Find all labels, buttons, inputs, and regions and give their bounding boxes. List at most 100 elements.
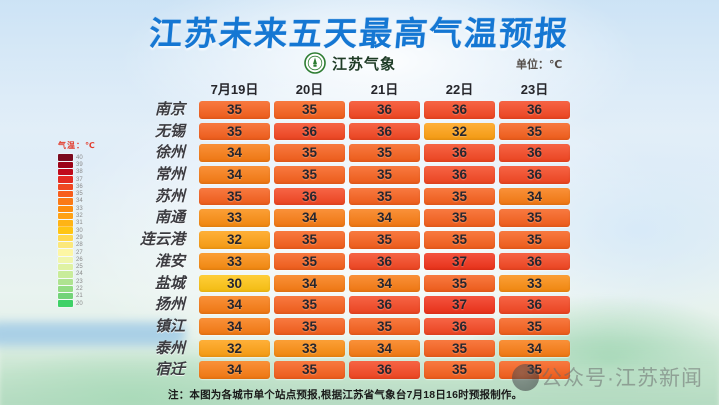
city-label: 盐城	[154, 274, 185, 292]
city-label: 徐州	[154, 144, 185, 162]
legend-value: 22	[76, 285, 83, 292]
temperature-cell: 35	[274, 317, 345, 336]
legend-swatch	[58, 256, 73, 263]
legend-item: 38	[58, 169, 96, 176]
temperature-cell: 35	[424, 209, 495, 227]
temperature-cell: 36	[349, 296, 420, 314]
city-label: 南通	[154, 209, 185, 227]
city-label: 镇江	[154, 317, 185, 335]
legend-swatch	[58, 263, 73, 271]
legend-swatch	[58, 227, 73, 234]
temperature-cell: 34	[199, 317, 270, 336]
temperature-cell: 36	[274, 187, 345, 206]
legend-item: 21	[58, 293, 96, 300]
temperature-cell: 35	[499, 231, 570, 249]
legend-value: 38	[76, 169, 83, 176]
brand-row: 江苏气象	[304, 52, 396, 74]
legend-value: 20	[76, 300, 83, 307]
watermark: 公众号·江苏新闻	[512, 362, 703, 392]
temperature-cell: 36	[499, 166, 570, 184]
temperature-cell: 35	[274, 166, 345, 184]
temperature-cell: 34	[199, 296, 270, 314]
legend-item: 31	[58, 220, 96, 227]
temperature-cell: 36	[499, 101, 570, 119]
temperature-cell: 35	[274, 101, 345, 119]
legend-swatch	[58, 183, 73, 191]
temperature-cell: 35	[349, 144, 420, 162]
temperature-cell: 34	[349, 339, 420, 358]
legend-value: 23	[76, 278, 83, 285]
temperature-cell: 34	[349, 209, 420, 227]
legend-swatch	[58, 278, 73, 285]
temperature-cell: 33	[499, 274, 570, 292]
legend-value: 28	[76, 242, 83, 249]
legend-item: 29	[58, 234, 96, 242]
temperature-cell: 36	[349, 361, 420, 379]
temperature-cell: 34	[199, 144, 270, 162]
legend-item: 39	[58, 161, 96, 169]
legend-swatch	[58, 198, 73, 205]
legend-swatch	[58, 154, 73, 161]
temperature-cell: 32	[199, 231, 270, 249]
temperature-cell: 33	[199, 252, 270, 271]
temperature-cell: 36	[424, 317, 495, 336]
legend-value: 25	[76, 264, 83, 271]
legend-item: 25	[58, 263, 96, 271]
table-body: 南京 35 35 36 36 36 无锡 35 36 36 32 35 徐州 34 35 35 36 36 常州 34…	[118, 101, 570, 379]
temperature-cell: 35	[349, 187, 420, 206]
temperature-cell: 34	[349, 274, 420, 292]
legend-value: 36	[76, 183, 83, 190]
temperature-cell: 35	[274, 252, 345, 271]
legend-colorbar: 40 39 38 37 36 35 34 33 32 31 30 29 28 27 26 25 24 23 22 21…	[58, 154, 96, 307]
temperature-cell: 35	[424, 274, 495, 292]
watermark-text: 公众号·江苏新闻	[541, 367, 703, 390]
temperature-cell: 35	[499, 209, 570, 227]
temperature-cell: 37	[424, 252, 495, 271]
temperature-legend: 气温：℃ 40 39 38 37 36 35 34 33 32 31 30 29 28 27 26 25 24 2…	[58, 140, 96, 307]
legend-value: 32	[76, 213, 83, 220]
temperature-cell: 35	[349, 231, 420, 249]
legend-value: 37	[76, 176, 83, 183]
temperature-cell: 37	[424, 296, 495, 314]
temperature-cell: 36	[424, 166, 495, 184]
temperature-cell: 35	[424, 361, 495, 379]
legend-swatch	[58, 300, 73, 307]
legend-swatch	[58, 249, 73, 256]
legend-item: 28	[58, 242, 96, 249]
legend-value: 35	[76, 191, 83, 198]
temperature-cell: 34	[274, 209, 345, 227]
temperature-cell: 35	[499, 122, 570, 141]
city-label: 淮安	[154, 252, 185, 270]
legend-value: 30	[76, 227, 83, 234]
legend-value: 39	[76, 161, 83, 168]
temperature-cell: 35	[499, 317, 570, 336]
temperature-cell: 36	[349, 101, 420, 119]
temperature-cell: 33	[199, 209, 270, 227]
legend-value: 31	[76, 220, 83, 227]
legend-value: 27	[76, 249, 83, 256]
unit-label: 单位：℃	[516, 59, 563, 71]
temperature-cell: 35	[424, 231, 495, 249]
legend-swatch	[58, 234, 73, 242]
temperature-cell: 36	[424, 144, 495, 162]
legend-item: 32	[58, 212, 96, 220]
temperature-cell: 35	[199, 101, 270, 119]
legend-item: 35	[58, 190, 96, 198]
table-header-row: 7月19日 20日 21日 22日 23日	[118, 82, 570, 98]
legend-item: 36	[58, 183, 96, 191]
legend-value: 33	[76, 205, 83, 212]
city-label: 泰州	[154, 339, 185, 357]
temperature-cell: 36	[274, 122, 345, 141]
column-header: 21日	[370, 82, 399, 97]
legend-swatch	[58, 161, 73, 169]
legend-item: 37	[58, 176, 96, 183]
city-label: 扬州	[154, 296, 185, 314]
legend-swatch	[58, 242, 73, 249]
legend-item: 24	[58, 271, 96, 278]
legend-swatch	[58, 205, 73, 212]
temperature-cell: 35	[349, 166, 420, 184]
brand-name: 江苏气象	[332, 55, 397, 73]
temperature-cell: 35	[424, 339, 495, 358]
legend-swatch	[58, 271, 73, 278]
legend-value: 24	[76, 271, 83, 278]
